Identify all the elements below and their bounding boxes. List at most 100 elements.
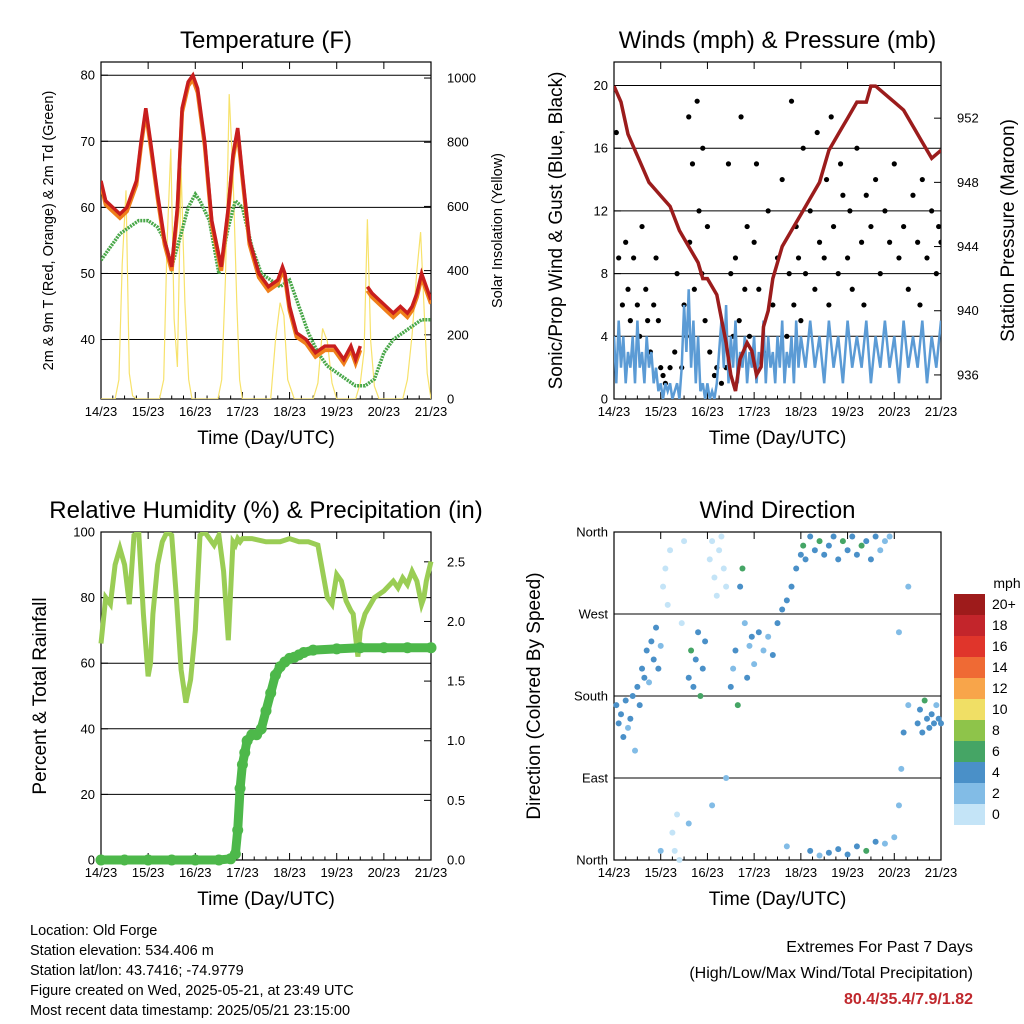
direction-point xyxy=(660,583,667,590)
direction-point xyxy=(739,565,746,572)
direction-point xyxy=(905,583,912,590)
direction-point xyxy=(891,834,898,841)
direction-point xyxy=(697,693,704,699)
y-right-tick-label: 0.0 xyxy=(447,853,465,868)
gust-point xyxy=(639,223,645,230)
legend-title: mph xyxy=(993,575,1020,591)
direction-point xyxy=(779,606,786,613)
x-tick-label: 17/23 xyxy=(738,865,771,880)
x-tick-label: 15/23 xyxy=(644,404,677,419)
direction-point xyxy=(620,734,627,740)
latlon-text: Station lat/lon: 43.7416; -74.9779 xyxy=(30,963,244,979)
gust-point xyxy=(814,129,820,136)
gust-point xyxy=(891,161,897,167)
gust-point xyxy=(917,302,923,308)
x-tick-label: 18/23 xyxy=(273,865,306,880)
gust-point xyxy=(674,271,680,277)
direction-point xyxy=(685,674,692,681)
x-tick-label: 18/23 xyxy=(785,865,818,880)
y-axis-label: Direction (Colored By Speed) xyxy=(524,572,545,819)
direction-point xyxy=(825,849,832,856)
direction-point xyxy=(821,551,828,558)
y-tick-label: 80 xyxy=(81,590,95,605)
direction-point xyxy=(895,629,902,636)
x-axis-label: Time (Day/UTC) xyxy=(709,889,847,910)
direction-point xyxy=(671,847,678,854)
direction-point xyxy=(816,538,823,545)
direction-point xyxy=(938,720,944,727)
legend-label: 18 xyxy=(992,617,1008,633)
direction-point xyxy=(676,857,683,863)
direction-point xyxy=(858,542,865,549)
y-tick-label: West xyxy=(579,607,609,622)
gust-point xyxy=(655,318,661,324)
x-tick-label: 16/23 xyxy=(691,865,724,880)
panel-title: Relative Humidity (%) & Precipitation (i… xyxy=(49,497,482,524)
legend-label: 6 xyxy=(992,743,1000,759)
direction-point xyxy=(734,702,741,709)
direction-point xyxy=(674,811,681,818)
legend-label: 14 xyxy=(992,659,1008,675)
extremes-panel: Extremes For Past 7 Days (High/Low/Max W… xyxy=(689,935,973,1013)
direction-point xyxy=(648,638,655,645)
direction-point xyxy=(627,715,634,722)
direction-point xyxy=(926,724,933,731)
y-tick-label: North xyxy=(576,853,608,868)
legend-label: 2 xyxy=(992,785,1000,801)
humidity-line xyxy=(98,532,434,704)
x-tick-label: 19/23 xyxy=(831,865,864,880)
direction-point xyxy=(930,720,937,727)
x-tick-label: 14/23 xyxy=(85,865,118,880)
gust-point xyxy=(854,145,860,151)
legend-swatch xyxy=(954,615,985,636)
gust-point xyxy=(828,114,834,120)
gust-point xyxy=(718,380,725,386)
legend-swatch xyxy=(954,657,985,678)
gust-point xyxy=(667,365,673,371)
extremes-subtitle: (High/Low/Max Wind/Total Precipitation) xyxy=(689,965,973,982)
gust-point xyxy=(798,318,804,324)
x-tick-label: 16/23 xyxy=(179,404,212,419)
x-tick-label: 21/23 xyxy=(925,404,958,419)
y-right-tick-label: 200 xyxy=(447,327,469,342)
gust-point xyxy=(816,239,823,245)
direction-point xyxy=(797,551,804,558)
x-tick-label: 21/23 xyxy=(925,865,958,880)
gust-point xyxy=(694,98,700,104)
direction-point xyxy=(802,556,809,563)
gust-point xyxy=(835,271,841,277)
gust-point xyxy=(901,223,907,230)
legend-label: 4 xyxy=(992,764,1000,780)
gust-point xyxy=(936,223,941,230)
direction-point xyxy=(935,715,942,722)
gust-point xyxy=(791,302,797,308)
recent-timestamp-text: Most recent data timestamp: 2025/05/21 2… xyxy=(30,1003,351,1019)
y-tick-label: 40 xyxy=(81,721,95,736)
legend-swatch xyxy=(954,636,985,657)
direction-point xyxy=(636,702,643,709)
x-tick-label: 17/23 xyxy=(738,404,771,419)
gust-point xyxy=(795,255,802,261)
y-right-tick-label: 2.0 xyxy=(447,614,465,629)
gust-point xyxy=(711,372,718,379)
direction-point xyxy=(853,843,860,850)
gust-point xyxy=(742,286,748,292)
direction-point xyxy=(900,729,907,736)
gust-point xyxy=(863,192,869,198)
gust-point xyxy=(910,192,916,198)
legend-swatch xyxy=(954,762,985,783)
direction-point xyxy=(933,702,940,709)
x-tick-label: 15/23 xyxy=(132,404,165,419)
y-tick-label: 16 xyxy=(594,141,608,156)
station-info: Location: Old Forge Station elevation: 5… xyxy=(30,921,354,1021)
gust-point xyxy=(770,302,776,308)
y-tick-label: 50 xyxy=(81,266,95,281)
x-tick-label: 20/23 xyxy=(368,404,401,419)
gust-point xyxy=(672,349,678,355)
y-tick-label: 8 xyxy=(601,266,608,281)
direction-point xyxy=(923,715,930,722)
legend-swatch xyxy=(954,699,985,720)
precip-line xyxy=(96,643,436,865)
direction-point xyxy=(849,533,856,540)
y-axis-label: Sonic/Prop Wind & Gust (Blue, Black) xyxy=(546,72,567,390)
